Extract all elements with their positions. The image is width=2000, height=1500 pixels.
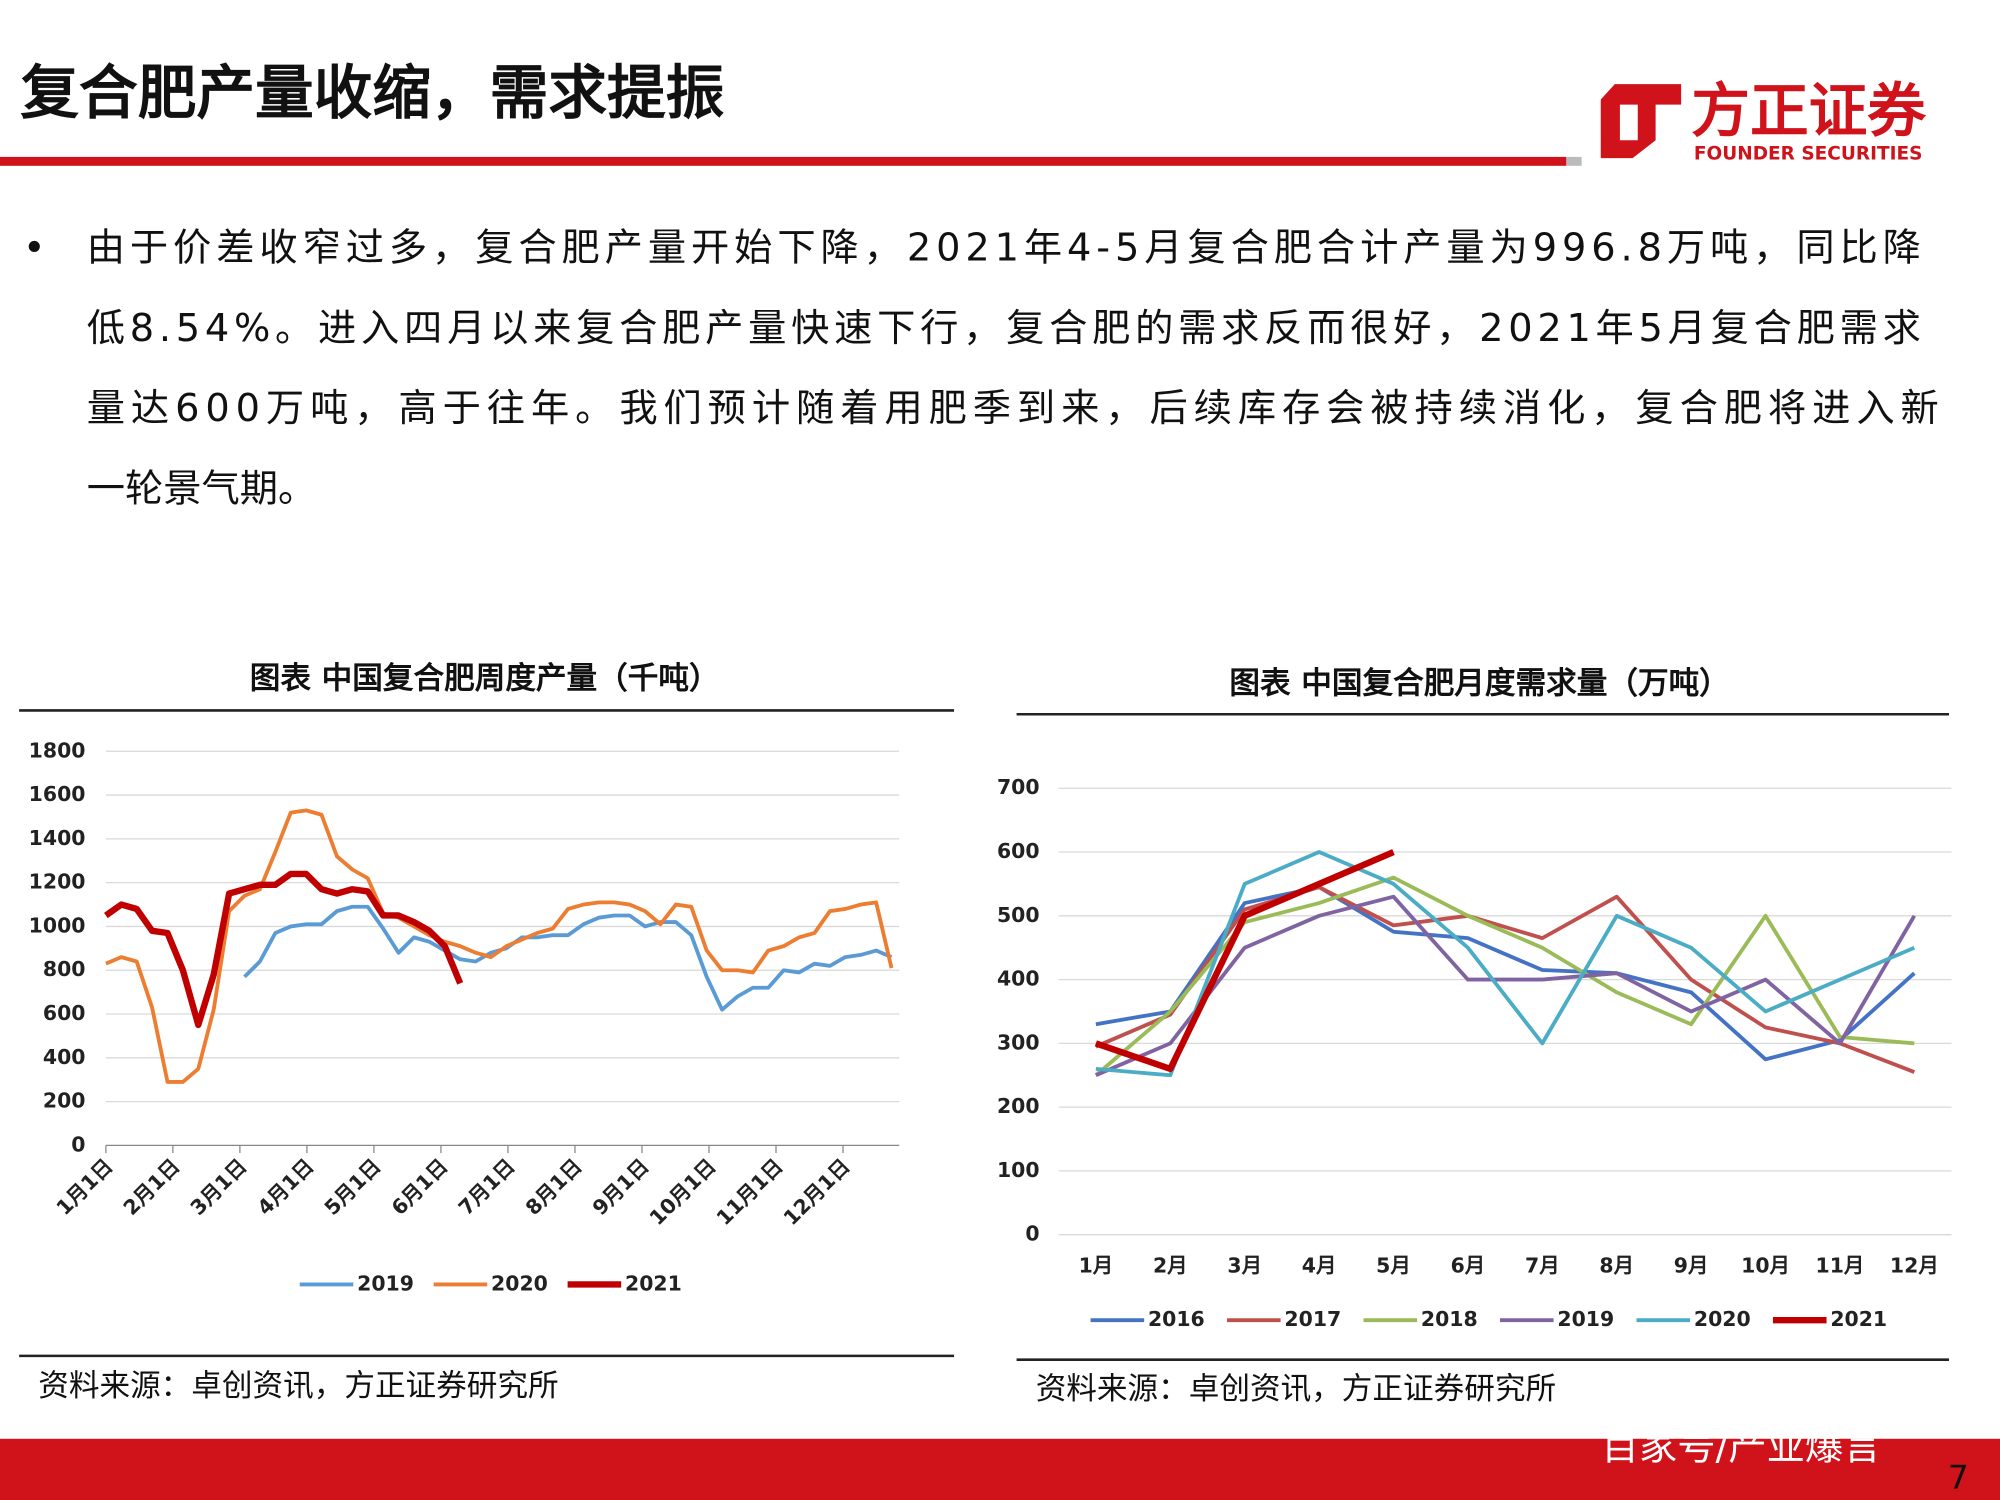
x-tick-label: 7月1日 [454, 1154, 520, 1220]
x-tick-label: 4月 [1302, 1254, 1337, 1278]
x-tick-label: 5月 [1376, 1254, 1411, 1278]
x-tick-label: 8月1日 [521, 1154, 587, 1220]
paragraph-line: 低8.54%。进入四月以来复合肥产量快速下行，复合肥的需求反而很好，2021年5… [87, 306, 1921, 351]
x-tick-label: 9月1日 [588, 1154, 654, 1220]
x-tick-label: 1月 [1079, 1254, 1114, 1278]
y-tick-label: 600 [997, 839, 1040, 863]
x-tick-label: 11月1日 [712, 1154, 788, 1230]
legend-label: 2020 [491, 1271, 548, 1295]
y-tick-label: 400 [997, 967, 1040, 991]
series-line [104, 870, 464, 1029]
y-tick-label: 800 [43, 957, 86, 981]
header-bar-end [1566, 156, 1582, 166]
series-line [1095, 850, 1916, 1078]
legend-label: 2021 [1830, 1307, 1887, 1331]
y-tick-label: 600 [43, 1001, 86, 1025]
x-tick-label: 3月 [1227, 1254, 1262, 1278]
logo-mark [1600, 84, 1682, 159]
bullet: • [23, 225, 46, 270]
x-tick-label: 9月 [1674, 1254, 1709, 1278]
header-bar [0, 156, 1567, 166]
legend-label: 2016 [1148, 1307, 1205, 1331]
source-note: 资料来源：卓创资讯，方正证券研究所 [1036, 1372, 1556, 1407]
legend-label: 2017 [1284, 1307, 1341, 1331]
watermark: 百家号/产业爆言 [1601, 1424, 1882, 1469]
page-number: 7 [1948, 1458, 1969, 1497]
x-tick-label: 5月1日 [320, 1154, 386, 1220]
y-tick-label: 500 [997, 903, 1040, 927]
legend-label: 2018 [1421, 1307, 1478, 1331]
chart-title: 图表 中国复合肥周度产量（千吨） [250, 660, 720, 696]
logo-subtext: FOUNDER SECURITIES [1694, 143, 1923, 164]
y-tick-label: 200 [997, 1094, 1040, 1118]
y-tick-label: 0 [71, 1132, 85, 1156]
y-tick-label: 0 [1025, 1222, 1039, 1246]
paragraph-line: 量达600万吨，高于往年。我们预计随着用肥季到来，后续库存会被持续消化，复合肥将… [87, 386, 1939, 431]
x-tick-label: 10月 [1741, 1254, 1790, 1278]
y-tick-label: 1200 [29, 870, 86, 894]
legend-label: 2020 [1694, 1307, 1751, 1331]
y-tick-label: 1600 [29, 782, 86, 806]
y-tick-label: 1400 [29, 826, 86, 850]
x-tick-label: 11月 [1816, 1254, 1865, 1278]
footer-bar [0, 1438, 2000, 1500]
x-tick-label: 3月1日 [186, 1154, 252, 1220]
x-tick-label: 2月 [1153, 1254, 1188, 1278]
x-tick-label: 2月1日 [119, 1154, 185, 1220]
series-line [1094, 849, 1395, 1073]
paragraph-line: 一轮景气期。 [87, 467, 316, 512]
series-line [1095, 894, 1916, 1078]
chart-title: 图表 中国复合肥月度需求量（万吨） [1229, 665, 1729, 701]
y-tick-label: 1800 [29, 738, 86, 762]
y-tick-label: 1000 [29, 913, 86, 937]
x-tick-label: 4月1日 [253, 1154, 319, 1220]
series-line [1095, 885, 1916, 1062]
page-title: 复合肥产量收缩，需求提振 [20, 59, 724, 127]
x-tick-label: 1月1日 [52, 1154, 118, 1220]
x-tick-label: 6月1日 [387, 1154, 453, 1220]
y-tick-label: 100 [997, 1158, 1040, 1182]
logo-text: 方正证券 [1691, 77, 1927, 145]
series-line [243, 904, 893, 1012]
paragraph-line: 由于价差收窄过多，复合肥产量开始下降，2021年4-5月复合肥合计产量为996.… [87, 225, 1921, 270]
source-note: 资料来源：卓创资讯，方正证券研究所 [38, 1369, 558, 1404]
legend-label: 2019 [357, 1271, 414, 1295]
x-tick-label: 7月 [1525, 1254, 1560, 1278]
x-tick-label: 6月 [1451, 1254, 1486, 1278]
y-tick-label: 400 [43, 1045, 86, 1069]
x-tick-label: 10月1日 [645, 1154, 721, 1230]
x-tick-label: 12月 [1890, 1254, 1939, 1278]
legend-label: 2019 [1557, 1307, 1614, 1331]
legend-label: 2021 [625, 1271, 682, 1295]
x-tick-label: 8月 [1599, 1254, 1634, 1278]
series-line [105, 808, 894, 1084]
y-tick-label: 300 [997, 1030, 1040, 1054]
series-line [1095, 885, 1916, 1074]
paragraph: 由于价差收窄过多，复合肥产量开始下降，2021年4-5月复合肥合计产量为996.… [87, 225, 1939, 511]
x-tick-label: 12月1日 [779, 1154, 855, 1230]
y-tick-label: 700 [997, 775, 1040, 799]
y-tick-label: 200 [43, 1089, 86, 1113]
